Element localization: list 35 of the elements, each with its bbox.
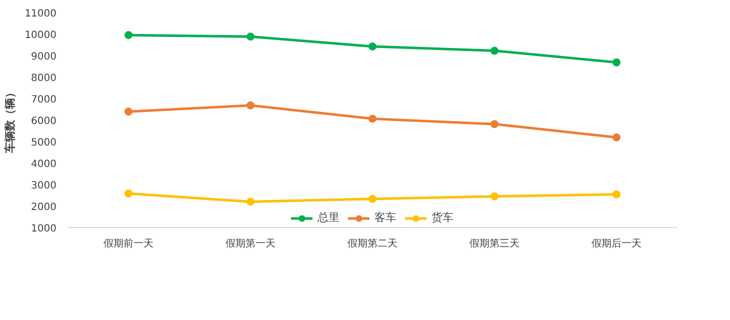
point <box>612 58 620 66</box>
point <box>368 114 376 123</box>
point <box>246 101 254 110</box>
point <box>490 46 498 55</box>
x-tick-label: 假期后一天 <box>592 238 642 250</box>
y-tick-label: 8000 <box>31 73 57 84</box>
point <box>124 108 132 116</box>
y-tick-label: 3000 <box>31 180 57 192</box>
y-tick-label: 1000 <box>31 224 57 234</box>
y-tick-label: 9000 <box>31 52 57 62</box>
y-axis-title: 车辆数（辆） <box>4 87 17 154</box>
point <box>612 190 620 198</box>
y-tick-label: 6000 <box>31 116 57 127</box>
point <box>246 32 254 41</box>
point <box>124 31 132 40</box>
x-tick-label: 假期第二天 <box>348 238 398 250</box>
y-tick-label: 4000 <box>31 159 57 170</box>
x-tick-label: 假期第一天 <box>226 238 276 250</box>
point <box>490 120 498 128</box>
x-tick-label: 假期前一天 <box>104 238 154 250</box>
y-tick-label: 11000 <box>24 8 56 20</box>
y-tick-label: 5000 <box>31 138 57 148</box>
point <box>124 190 132 198</box>
point <box>490 192 498 200</box>
y-tick-label: 10000 <box>24 30 56 41</box>
point <box>368 194 376 203</box>
legend-label: 总里 <box>318 210 340 225</box>
point <box>612 133 620 142</box>
y-tick-label: 7000 <box>31 94 57 106</box>
point <box>368 42 376 50</box>
x-tick-label: 假期第三天 <box>470 238 520 250</box>
legend-label: 客车 <box>374 210 396 225</box>
y-tick-label: 2000 <box>31 202 57 213</box>
legend-label: 货车 <box>432 210 454 225</box>
point <box>246 198 254 206</box>
